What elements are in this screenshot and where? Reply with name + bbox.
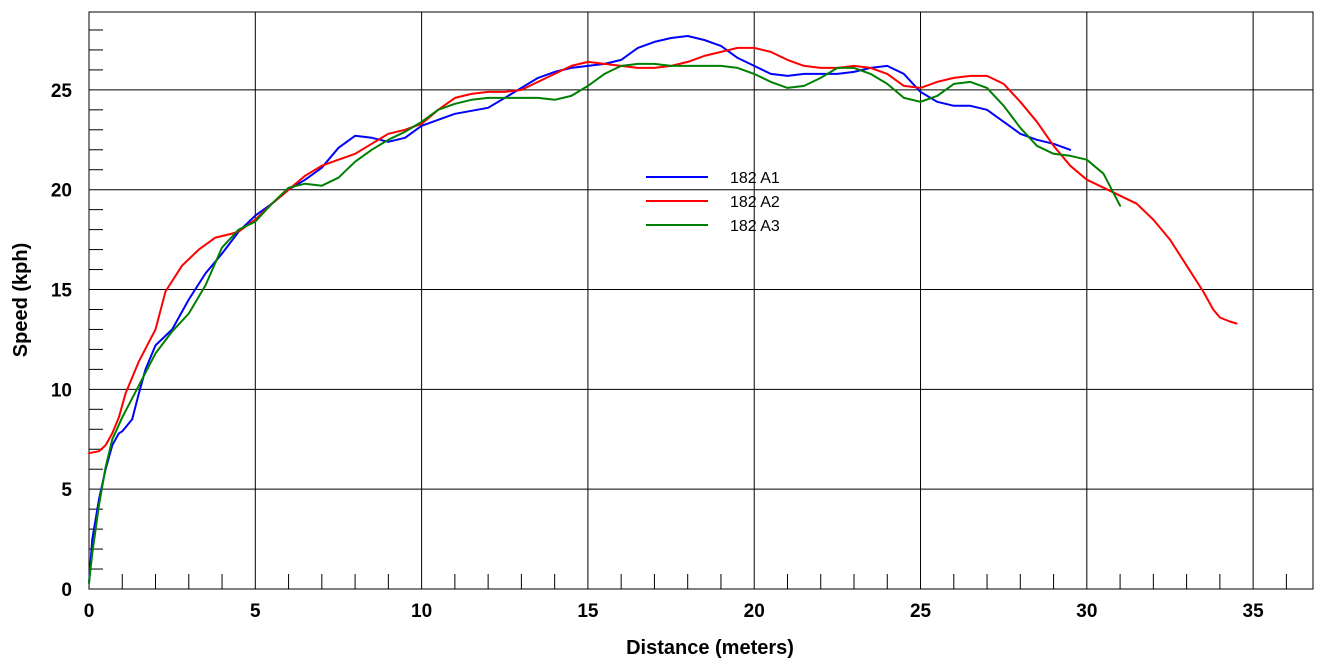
series-line (88, 46, 1238, 455)
legend-label: 182 A3 (730, 218, 780, 235)
y-tick-label: 5 (61, 480, 72, 501)
x-tick-label: 0 (84, 601, 95, 622)
x-axis-title: Distance (meters) (626, 637, 794, 659)
y-tick-label: 0 (61, 580, 72, 601)
y-tick-label: 20 (51, 181, 72, 202)
x-tick-label: 15 (577, 601, 599, 622)
legend-label: 182 A1 (730, 170, 780, 187)
legend-label: 182 A2 (730, 194, 780, 211)
y-tick-label: 25 (51, 81, 73, 102)
x-tick-label: 25 (910, 601, 932, 622)
y-axis-title: Speed (kph) (10, 243, 32, 357)
x-tick-label: 35 (1243, 601, 1265, 622)
y-tick-labels: 0 5 10 15 20 25 (51, 81, 73, 601)
y-tick-label: 10 (51, 380, 72, 401)
x-tick-label: 5 (250, 601, 261, 622)
x-tick-labels: 0 5 10 15 20 25 30 35 (84, 601, 1264, 622)
legend: 182 A1 182 A2 182 A3 (646, 170, 780, 235)
plot-frame (88, 11, 1314, 590)
series-line (88, 62, 1122, 584)
x-tick-label: 30 (1076, 601, 1097, 622)
series-line (88, 35, 1072, 584)
series-lines (88, 35, 1238, 584)
minor-ticks (89, 29, 1287, 589)
x-tick-label: 10 (411, 601, 432, 622)
y-tick-label: 15 (51, 281, 73, 302)
grid-lines (89, 12, 1313, 589)
x-tick-label: 20 (744, 601, 765, 622)
